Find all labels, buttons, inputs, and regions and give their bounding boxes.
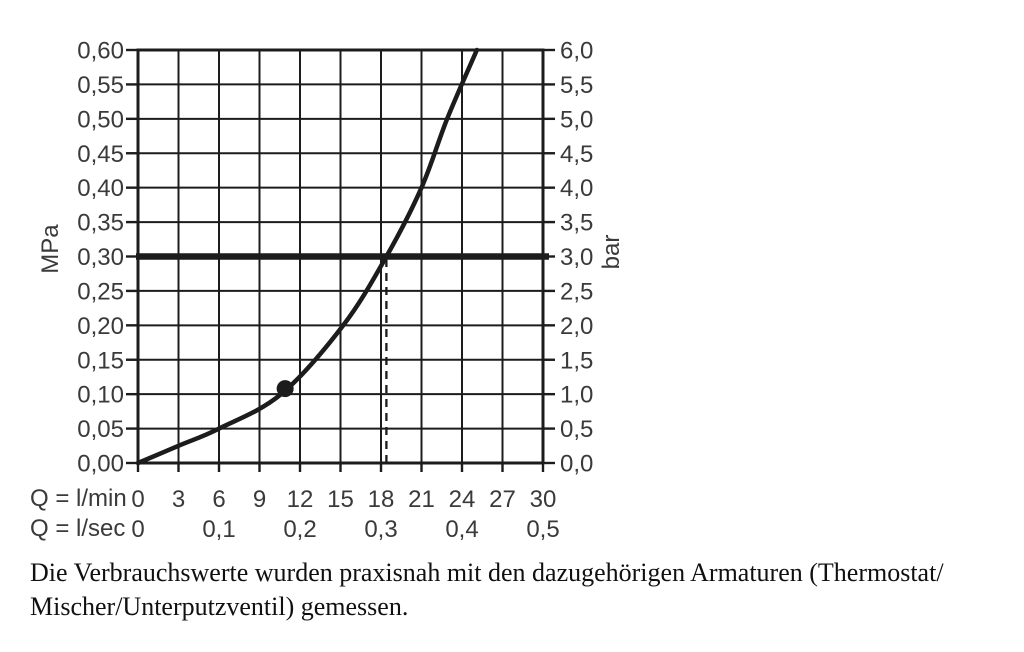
y-left-tick-label: 0,50 <box>77 106 124 133</box>
y-right-tick-label: 5,5 <box>560 72 593 99</box>
y-right-tick-label: 1,5 <box>560 347 593 374</box>
flow-pressure-curve <box>135 47 480 466</box>
x-lsec-tick-label: 0,3 <box>364 516 397 543</box>
y-left-tick-label: 0,35 <box>77 210 124 237</box>
x-lsec-tick-label: 0,4 <box>445 516 478 543</box>
x-lmin-tick-label: 3 <box>172 486 185 513</box>
y-right-tick-label: 5,0 <box>560 106 593 133</box>
y-left-tick-label: 0,30 <box>77 244 124 271</box>
caption-line-2: Mischer/Unterputzventil) gemessen. <box>30 592 409 621</box>
x-lmin-tick-label: 15 <box>327 486 354 513</box>
x-lmin-tick-label: 0 <box>131 486 144 513</box>
axis-ticks <box>126 48 555 472</box>
x-lmin-tick-label: 21 <box>408 486 435 513</box>
caption-line-1: Die Verbrauchswerte wurden praxisnah mit… <box>30 558 944 587</box>
y-left-tick-label: 0,20 <box>77 313 124 340</box>
y-left-tick-label: 0,05 <box>77 416 124 443</box>
x-lmin-tick-label: 30 <box>530 486 557 513</box>
x-lmin-tick-label: 6 <box>212 486 225 513</box>
y-right-tick-label: 2,5 <box>560 278 593 305</box>
x-lmin-tick-label: 9 <box>253 486 266 513</box>
x-lsec-tick-label: 0,5 <box>526 516 559 543</box>
x-axis-lsec-label: Q = l/sec <box>30 515 126 542</box>
y-right-tick-label: 0,5 <box>560 416 593 443</box>
y-left-tick-label: 0,00 <box>77 451 124 478</box>
y-right-tick-label: 1,0 <box>560 382 593 409</box>
y-right-tick-label: 4,0 <box>560 175 593 202</box>
x-axis-lmin-label: Q = l/min <box>30 485 127 512</box>
y-left-tick-label: 0,10 <box>77 382 124 409</box>
y-left-tick-label: 0,25 <box>77 278 124 305</box>
x-lmin-tick-label: 12 <box>287 486 314 513</box>
y-left-tick-label: 0,15 <box>77 347 124 374</box>
y-right-tick-label: 4,5 <box>560 141 593 168</box>
x-lsec-tick-label: 0,2 <box>283 516 316 543</box>
y-right-tick-label: 2,0 <box>560 313 593 340</box>
y-axis-right-unit-label: bar <box>598 234 625 270</box>
y-right-tick-label: 0,0 <box>560 451 593 478</box>
y-left-tick-label: 0,40 <box>77 175 124 202</box>
tick-labels: 0,600,550,500,450,400,350,300,250,200,15… <box>77 38 593 544</box>
y-axis-left-unit-label: MPa <box>37 224 64 274</box>
curve-marker-dot <box>276 380 294 398</box>
x-lmin-tick-label: 18 <box>368 486 395 513</box>
y-right-tick-label: 3,5 <box>560 210 593 237</box>
caption: Die Verbrauchswerte wurden praxisnah mit… <box>30 556 1005 624</box>
x-lmin-tick-label: 27 <box>489 486 516 513</box>
x-lsec-tick-label: 0,1 <box>202 516 235 543</box>
x-lmin-tick-label: 24 <box>449 486 476 513</box>
y-left-tick-label: 0,55 <box>77 72 124 99</box>
x-lsec-tick-label: 0 <box>131 516 144 543</box>
y-right-tick-label: 3,0 <box>560 244 593 271</box>
y-right-tick-label: 6,0 <box>560 38 593 65</box>
y-left-tick-label: 0,45 <box>77 141 124 168</box>
y-left-tick-label: 0,60 <box>77 38 124 65</box>
